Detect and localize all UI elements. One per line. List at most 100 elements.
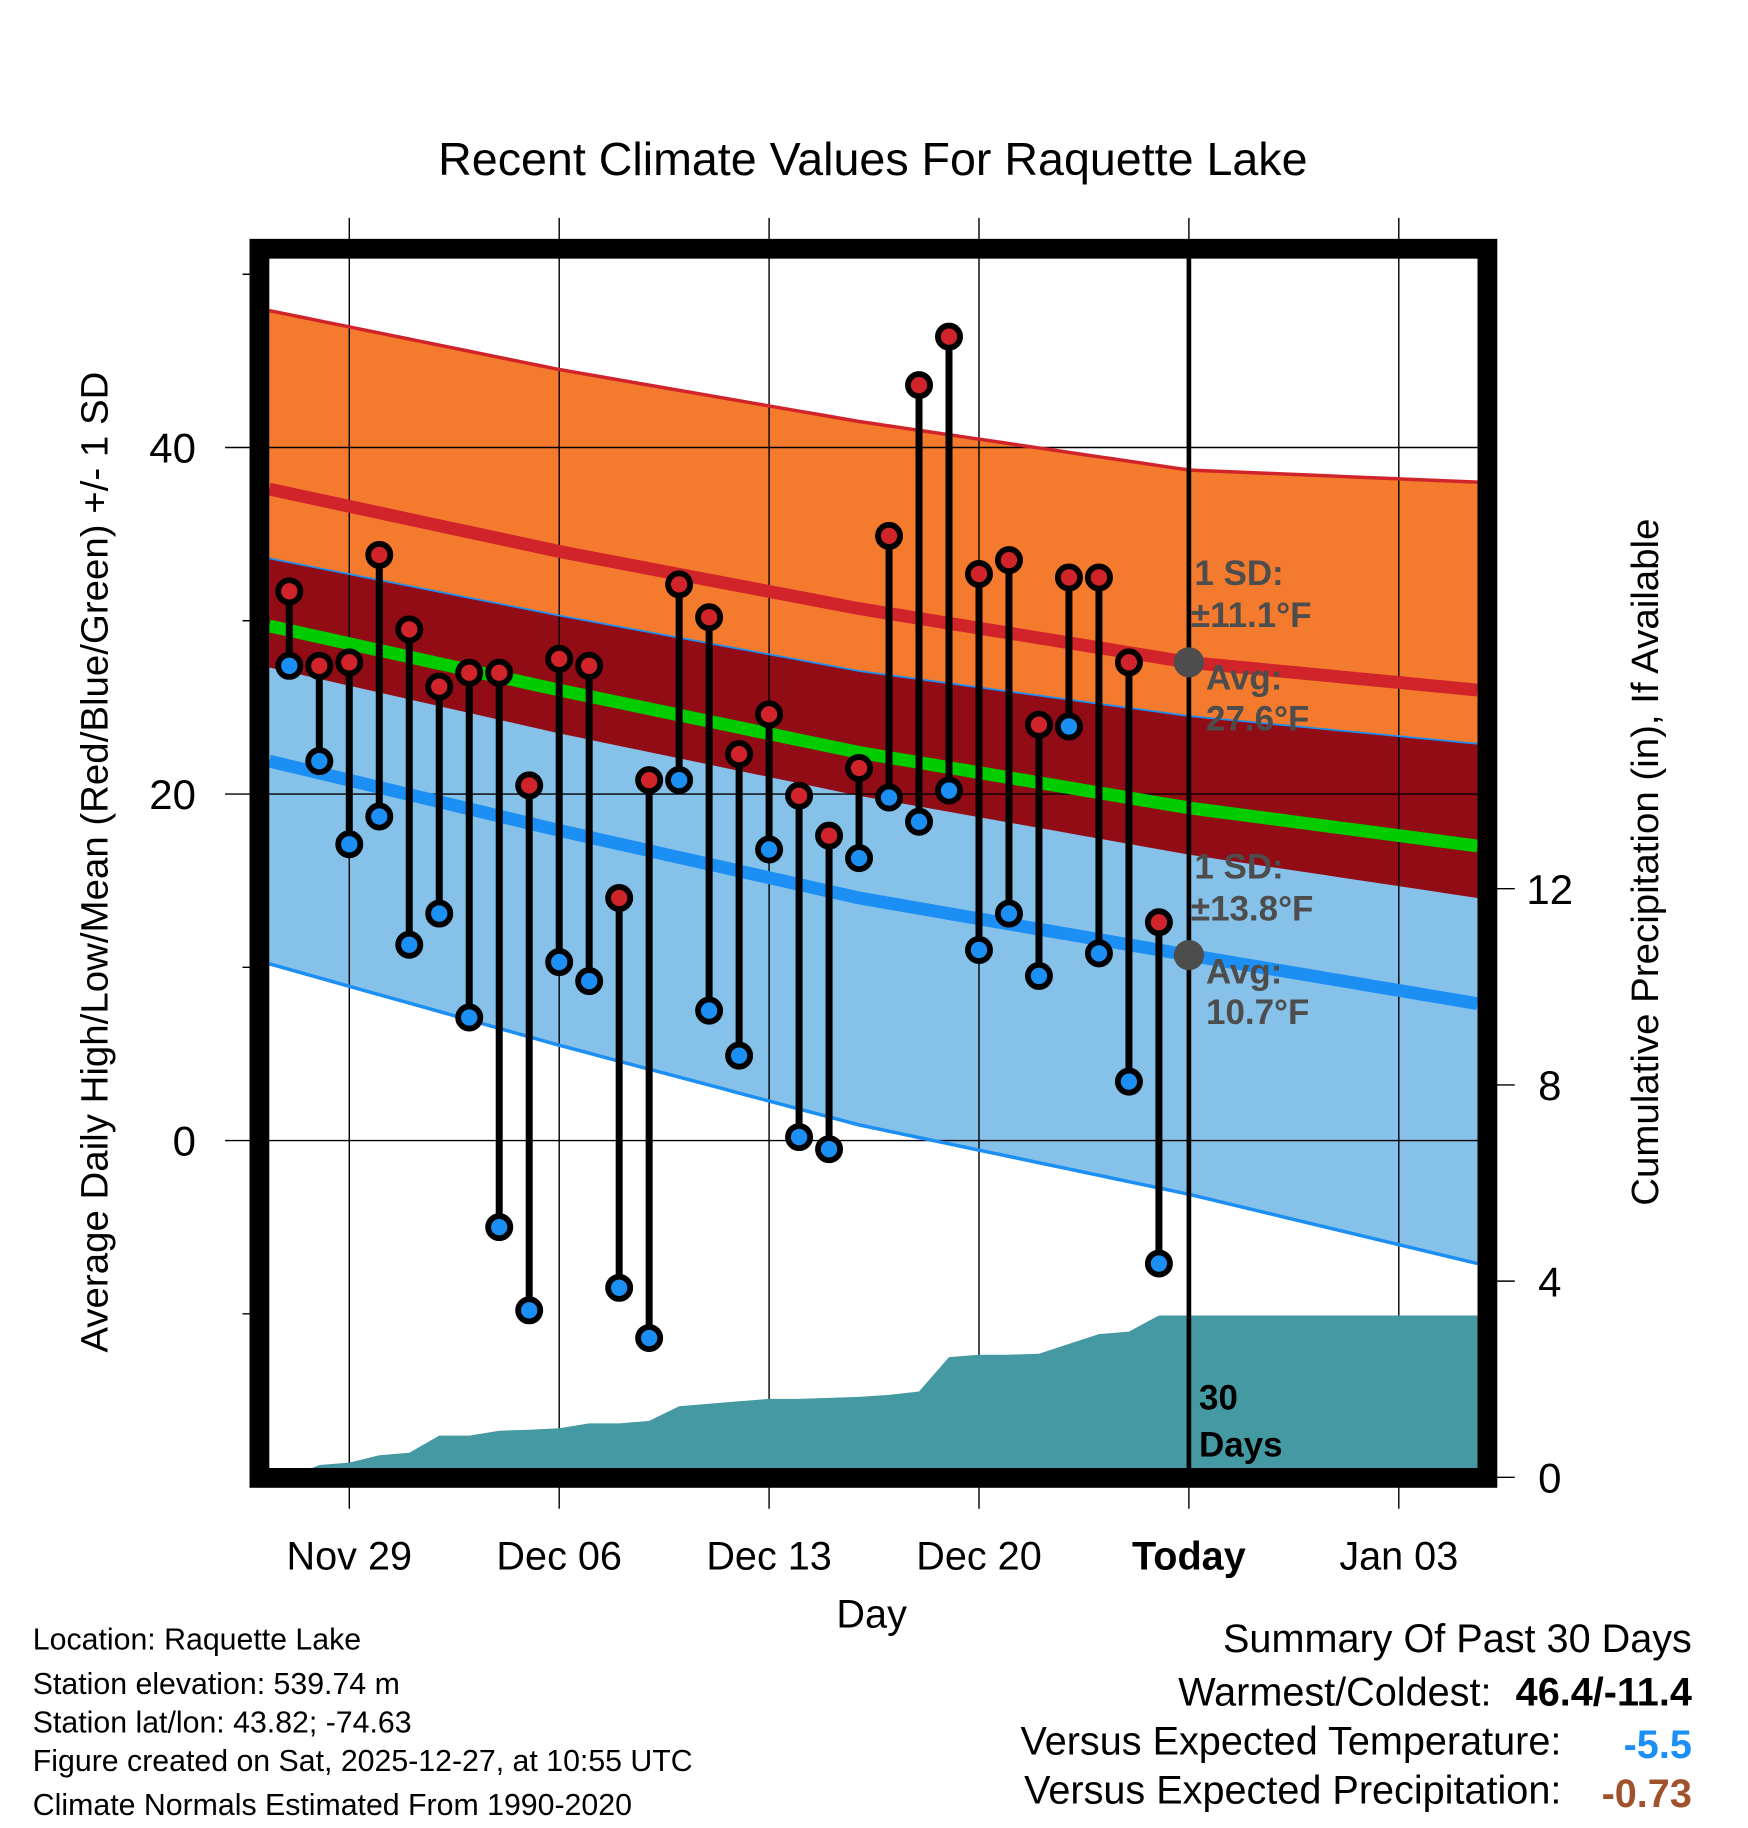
location-text: Location: Raquette Lake: [33, 1624, 361, 1657]
y-tick-label: 20: [149, 771, 196, 818]
station-info: Location: Raquette Lake Station elevatio…: [33, 1624, 693, 1822]
daily-low-point: [1144, 1249, 1173, 1278]
y2-tick-label: 0: [1538, 1454, 1561, 1501]
daily-high-point: [395, 615, 424, 644]
daily-low-point: [935, 776, 963, 805]
daily-high-point: [305, 651, 334, 680]
daily-high-point: [605, 883, 634, 912]
low-plus-sd-line: [269, 557, 1478, 745]
low-sd-label: 1 SD:: [1194, 847, 1283, 886]
axes: Nov 29 Dec 06 Dec 13 Dec 20 Today Jan 0302040…: [149, 273, 1573, 1578]
daily-high-point: [725, 740, 754, 769]
temp-vs-expected-value: -5.5: [1624, 1723, 1692, 1767]
y2-tick-label: 4: [1538, 1258, 1561, 1305]
daily-high-point: [965, 559, 993, 588]
daily-high-point: [1144, 908, 1173, 937]
daily-low-point: [1084, 939, 1113, 968]
gridlines: [225, 217, 1478, 1509]
y-axis-label: Average Daily High/Low/Mean (Red/Blue/Gr…: [73, 372, 116, 1353]
created-text: Figure created on Sat, 2025-12-27, at 10…: [33, 1745, 693, 1778]
daily-high-point: [665, 570, 694, 599]
daily-low-point: [785, 1123, 814, 1152]
daily-low-point: [665, 766, 694, 795]
daily-high-point: [335, 648, 364, 677]
daily-high-point: [575, 651, 604, 680]
x-tick-label: Jan 03: [1339, 1534, 1458, 1578]
daily-low-point: [335, 830, 364, 859]
daily-low-point: [515, 1296, 544, 1325]
y2-tick-label: 12: [1526, 866, 1573, 913]
daily-low-point: [275, 651, 304, 680]
high-sd-value: ±11.1°F: [1191, 596, 1312, 635]
days-count-label: 30: [1199, 1379, 1238, 1418]
daily-high-point: [1054, 563, 1083, 592]
daily-high-point: [845, 754, 874, 783]
latlon-text: Station lat/lon: 43.82; -74.63: [33, 1706, 412, 1739]
daily-high-point: [1114, 648, 1143, 677]
today-high-avg-dot: [1173, 647, 1205, 678]
temp-vs-expected-label: Versus Expected Temperature:: [1020, 1720, 1561, 1764]
daily-low-point: [905, 807, 934, 836]
daily-low-point: [635, 1324, 664, 1353]
daily-high-point: [1024, 710, 1053, 739]
elevation-text: Station elevation: 539.74 m: [33, 1668, 400, 1701]
high-plus-sd-line: [268, 308, 1478, 484]
x-tick-label: Dec 20: [916, 1534, 1042, 1578]
overlap-band: [269, 558, 1478, 898]
daily-low-point: [994, 899, 1023, 928]
normals-text: Climate Normals Estimated From 1990-2020: [33, 1789, 632, 1822]
high-avg-label: Avg:: [1206, 659, 1282, 698]
warm-cold-value: 46.4/-11.4: [1516, 1671, 1692, 1715]
cumulative-precip-area: [269, 1315, 1478, 1478]
daily-low-point: [485, 1213, 514, 1242]
daily-low-point: [545, 948, 574, 977]
daily-low-point: [695, 996, 724, 1025]
daily-high-point: [425, 672, 454, 701]
low-avg-label: Avg:: [1206, 952, 1282, 991]
daily-high-point: [485, 658, 514, 687]
daily-low-point: [1024, 961, 1053, 990]
daily-low-point: [425, 899, 454, 928]
daily-high-point: [785, 781, 814, 810]
daily-low-point: [725, 1041, 754, 1070]
annotations: 1 SD: ±11.1°F Avg: 27.6°F 1 SD: ±13.8°F …: [1191, 554, 1314, 1464]
daily-high-point: [1084, 563, 1113, 592]
today-low-avg-dot: [1173, 940, 1205, 971]
daily-high-point: [455, 658, 484, 687]
x-tick-label: Nov 29: [287, 1534, 413, 1578]
precip-vs-expected-label: Versus Expected Precipitation:: [1024, 1769, 1561, 1813]
daily-high-point: [935, 322, 963, 351]
normal-high-line: [267, 482, 1479, 697]
daily-low-point: [365, 802, 394, 831]
summary-title: Summary Of Past 30 Days: [1223, 1617, 1692, 1661]
today-marker: [1173, 258, 1205, 1468]
normal-bands: [269, 310, 1478, 1264]
high-avg-value: 27.6°F: [1206, 700, 1309, 739]
observed-temps: [275, 322, 1173, 1353]
daily-low-point: [305, 747, 334, 776]
daily-high-point: [815, 821, 844, 850]
plot-frame: [249, 238, 1498, 1488]
daily-high-point: [515, 771, 544, 800]
daily-low-point: [815, 1135, 844, 1164]
chart-title: Recent Climate Values For Raquette Lake: [438, 133, 1307, 185]
daily-high-point: [875, 521, 904, 550]
precip-area: [269, 1315, 1478, 1478]
daily-low-point: [875, 783, 904, 812]
y-tick-label: 0: [173, 1118, 196, 1165]
daily-high-point: [905, 371, 934, 400]
y2-tick-label: 8: [1538, 1062, 1561, 1109]
daily-low-point: [965, 935, 993, 964]
low-avg-value: 10.7°F: [1206, 993, 1309, 1032]
precip-vs-expected-value: -0.73: [1602, 1772, 1692, 1816]
daily-low-point: [455, 1003, 484, 1032]
daily-low-point: [755, 835, 784, 864]
daily-low-point: [605, 1273, 634, 1302]
days-label: Days: [1199, 1425, 1283, 1464]
daily-high-point: [695, 603, 724, 632]
high-sd-label: 1 SD:: [1194, 554, 1283, 593]
daily-high-point: [275, 577, 304, 606]
daily-low-point: [575, 967, 604, 996]
